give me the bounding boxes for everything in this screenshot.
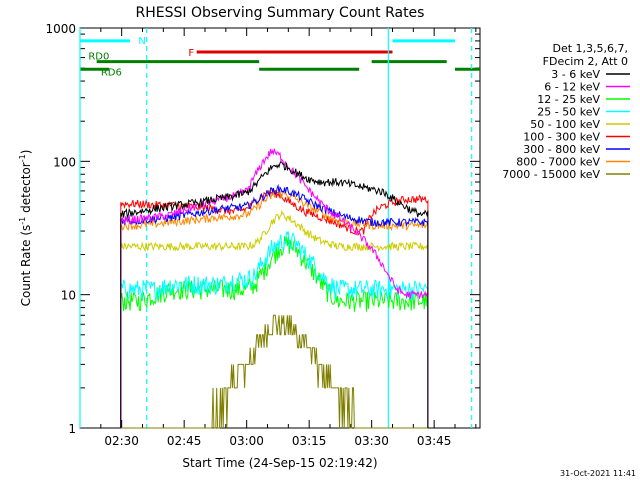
flag-label: F	[188, 48, 194, 59]
legend-label: 800 - 7000 keV	[516, 156, 600, 169]
x-tick-label: 03:45	[417, 434, 452, 448]
legend-label: 12 - 25 keV	[537, 93, 600, 106]
x-tick-label: 02:45	[167, 434, 202, 448]
legend: Det 1,3,5,6,7, FDecim 2, Att 0 3 - 6 keV…	[502, 42, 630, 181]
attenuator-lines	[79, 28, 473, 428]
timestamp: 31-Oct-2021 11:41	[560, 469, 636, 478]
legend-header-decimation: FDecim 2, Att 0	[543, 55, 628, 68]
series-group	[120, 148, 429, 429]
series-line	[120, 148, 429, 428]
series-line	[120, 231, 429, 428]
series-line	[120, 161, 429, 428]
legend-label: 25 - 50 keV	[537, 106, 600, 119]
x-axis-label: Start Time (24-Sep-15 02:19:42)	[182, 456, 377, 470]
x-tick-label: 03:30	[354, 434, 389, 448]
flag-label: N	[138, 36, 145, 47]
x-tick-label: 02:30	[104, 434, 139, 448]
series-line	[120, 189, 429, 428]
y-label-mid: detector	[19, 162, 33, 217]
y-tick-label: 10	[61, 289, 76, 303]
y-label-main: Count Rate (s	[19, 225, 33, 307]
y-label-sup2: -1	[18, 154, 27, 162]
x-tick-label: 03:00	[229, 434, 264, 448]
y-label-end: )	[19, 150, 33, 155]
series-line	[120, 209, 429, 428]
flag-label: RD6	[101, 67, 122, 78]
legend-label: 50 - 100 keV	[530, 118, 600, 131]
y-tick-label: 1000	[45, 22, 76, 36]
y-tick-label: 100	[53, 155, 76, 169]
series-line	[120, 314, 428, 429]
flag-label: RD0	[88, 52, 109, 63]
y-axis: 1 10 100 1000	[45, 22, 480, 436]
chart-title: RHESSI Observing Summary Count Rates	[136, 5, 425, 21]
legend-label: 7000 - 15000 keV	[502, 168, 600, 181]
flag-bars: N F RD0 RD6	[80, 36, 480, 78]
legend-label: 3 - 6 keV	[551, 68, 600, 81]
x-axis: 02:30 02:45 03:00 03:15 03:30 03:45	[79, 28, 477, 448]
legend-label: 6 - 12 keV	[544, 81, 600, 94]
y-label-sup1: -1	[18, 217, 27, 225]
legend-label: 300 - 800 keV	[523, 143, 600, 156]
y-axis-label: Count Rate (s-1 detector-1)	[18, 150, 33, 307]
y-tick-label: 1	[68, 422, 76, 436]
legend-header-detectors: Det 1,3,5,6,7,	[552, 42, 628, 55]
x-tick-label: 03:15	[292, 434, 327, 448]
series-line	[120, 183, 429, 428]
legend-label: 100 - 300 keV	[523, 131, 600, 144]
